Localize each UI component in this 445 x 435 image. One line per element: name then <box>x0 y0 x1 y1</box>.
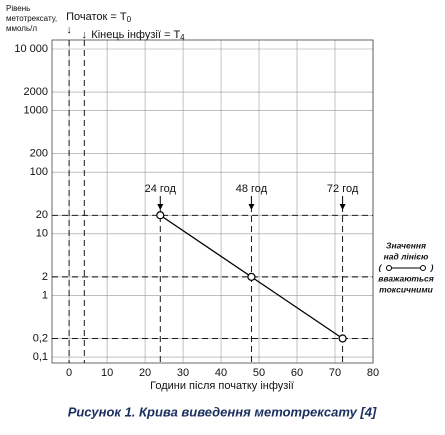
x-tick-label: 80 <box>367 367 379 379</box>
reference-label: Кінець інфузії = T4 <box>91 29 185 42</box>
point-label: 72 год <box>327 183 359 195</box>
note: вважаються <box>378 273 434 283</box>
x-tick-label: 20 <box>139 367 151 379</box>
y-tick-label: 0,2 <box>33 332 48 344</box>
x-axis-title: Години після початку інфузії <box>150 380 294 392</box>
x-tick-label: 40 <box>215 367 227 379</box>
reference-label-text: Кінець інфузії = T <box>91 29 180 41</box>
y-tick-label: 10 000 <box>14 43 48 55</box>
data-point <box>156 211 165 220</box>
x-tick-label: 10 <box>101 367 113 379</box>
note: ( <box>379 262 383 272</box>
note: токсичними <box>379 284 433 294</box>
plot-frame <box>51 39 374 364</box>
x-tick-label: 0 <box>66 367 72 379</box>
x-tick-label: 30 <box>177 367 189 379</box>
note: Значення <box>386 240 426 250</box>
reference-arrow: ↓ <box>82 29 88 41</box>
y-axis-title: Рівень <box>6 4 30 13</box>
reference-arrow: ↓ <box>66 24 72 36</box>
label-arrow-head <box>339 204 346 210</box>
y-tick-label: 100 <box>30 166 48 178</box>
y-axis-title: ммоль/л <box>6 24 37 33</box>
point-label: 24 год <box>145 183 177 195</box>
y-tick-label: 2 <box>42 271 48 283</box>
note-line-symbol <box>386 265 426 271</box>
reference-label-text: Початок = T <box>66 11 127 23</box>
y-tick-label: 20 <box>36 209 48 221</box>
y-axis-title: метотрексату, <box>6 14 57 23</box>
reference-label: Початок = T0 <box>66 11 131 24</box>
y-tick-label: 200 <box>30 148 48 160</box>
reference-label-sub: 0 <box>127 15 132 24</box>
x-tick-label: 70 <box>329 367 341 379</box>
data-point <box>247 272 256 281</box>
point-label: 48 год <box>236 183 268 195</box>
y-tick-label: 2000 <box>24 86 48 98</box>
x-tick-label: 50 <box>253 367 265 379</box>
y-tick-label: 10 <box>36 228 48 240</box>
y-tick-label: 1 <box>42 289 48 301</box>
label-arrow-head <box>248 204 255 210</box>
note: ) <box>430 262 434 272</box>
y-tick-label: 0,1 <box>33 351 48 363</box>
reference-label-sub: 4 <box>180 33 185 42</box>
x-tick-label: 60 <box>291 367 303 379</box>
note: над лінією <box>384 251 429 261</box>
y-tick-label: 1000 <box>24 105 48 117</box>
label-arrow-head <box>157 204 164 210</box>
data-point <box>338 334 347 343</box>
caption: Рисунок 1. Крива виведення метотрексату … <box>68 404 377 419</box>
